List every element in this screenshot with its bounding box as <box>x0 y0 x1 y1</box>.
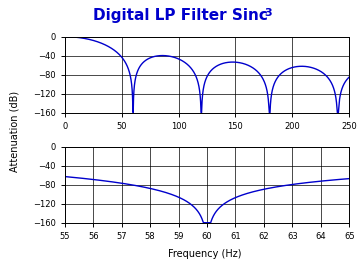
Text: 3: 3 <box>265 8 272 18</box>
Text: Attenuation (dB): Attenuation (dB) <box>9 90 19 172</box>
Text: Digital LP Filter Sinc: Digital LP Filter Sinc <box>93 8 267 23</box>
Text: Frequency (Hz): Frequency (Hz) <box>168 249 242 259</box>
